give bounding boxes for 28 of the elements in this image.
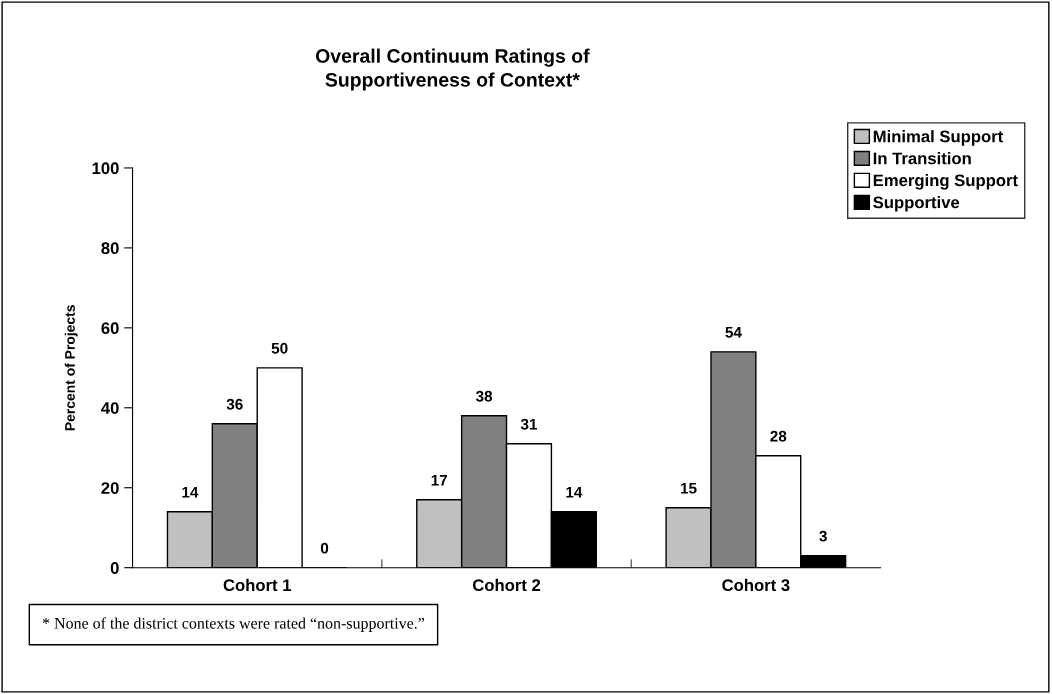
data-label: 3 bbox=[819, 530, 827, 542]
legend-label: In Transition bbox=[873, 152, 971, 165]
data-label: 14 bbox=[182, 486, 199, 498]
legend-label: Supportive bbox=[873, 196, 960, 212]
y-tick-label: 80 bbox=[101, 242, 119, 255]
data-label: 14 bbox=[566, 486, 583, 498]
data-label: 31 bbox=[520, 418, 538, 430]
legend-label: Minimal Support bbox=[873, 130, 1004, 146]
data-label: 50 bbox=[271, 342, 288, 354]
x-tick-label: Cohort 2 bbox=[472, 578, 541, 592]
y-tick-label: 100 bbox=[92, 162, 119, 175]
x-tick-label: Cohort 3 bbox=[722, 578, 790, 592]
y-tick-label: 40 bbox=[101, 402, 119, 414]
data-label: 17 bbox=[431, 474, 448, 486]
chart-title: Overall Continuum Ratings of Supportiveness of Context* bbox=[315, 48, 590, 91]
y-tick-label: 20 bbox=[101, 482, 119, 494]
y-tick-label: 60 bbox=[101, 322, 119, 335]
data-label: 15 bbox=[681, 482, 697, 494]
data-label: 38 bbox=[475, 390, 493, 402]
legend-label: Emerging Support bbox=[873, 174, 1018, 190]
text: * None of the district contexts were rated “non-supportive.” bbox=[42, 617, 425, 632]
data-label: 54 bbox=[725, 327, 742, 338]
x-tick-label: Cohort 1 bbox=[223, 578, 292, 592]
data-label: 0 bbox=[320, 542, 329, 554]
data-label: 36 bbox=[226, 398, 243, 410]
y-axis-title: Percent of Projects bbox=[64, 305, 78, 431]
data-label: 28 bbox=[770, 430, 787, 442]
y-tick-label: 0 bbox=[110, 562, 119, 574]
